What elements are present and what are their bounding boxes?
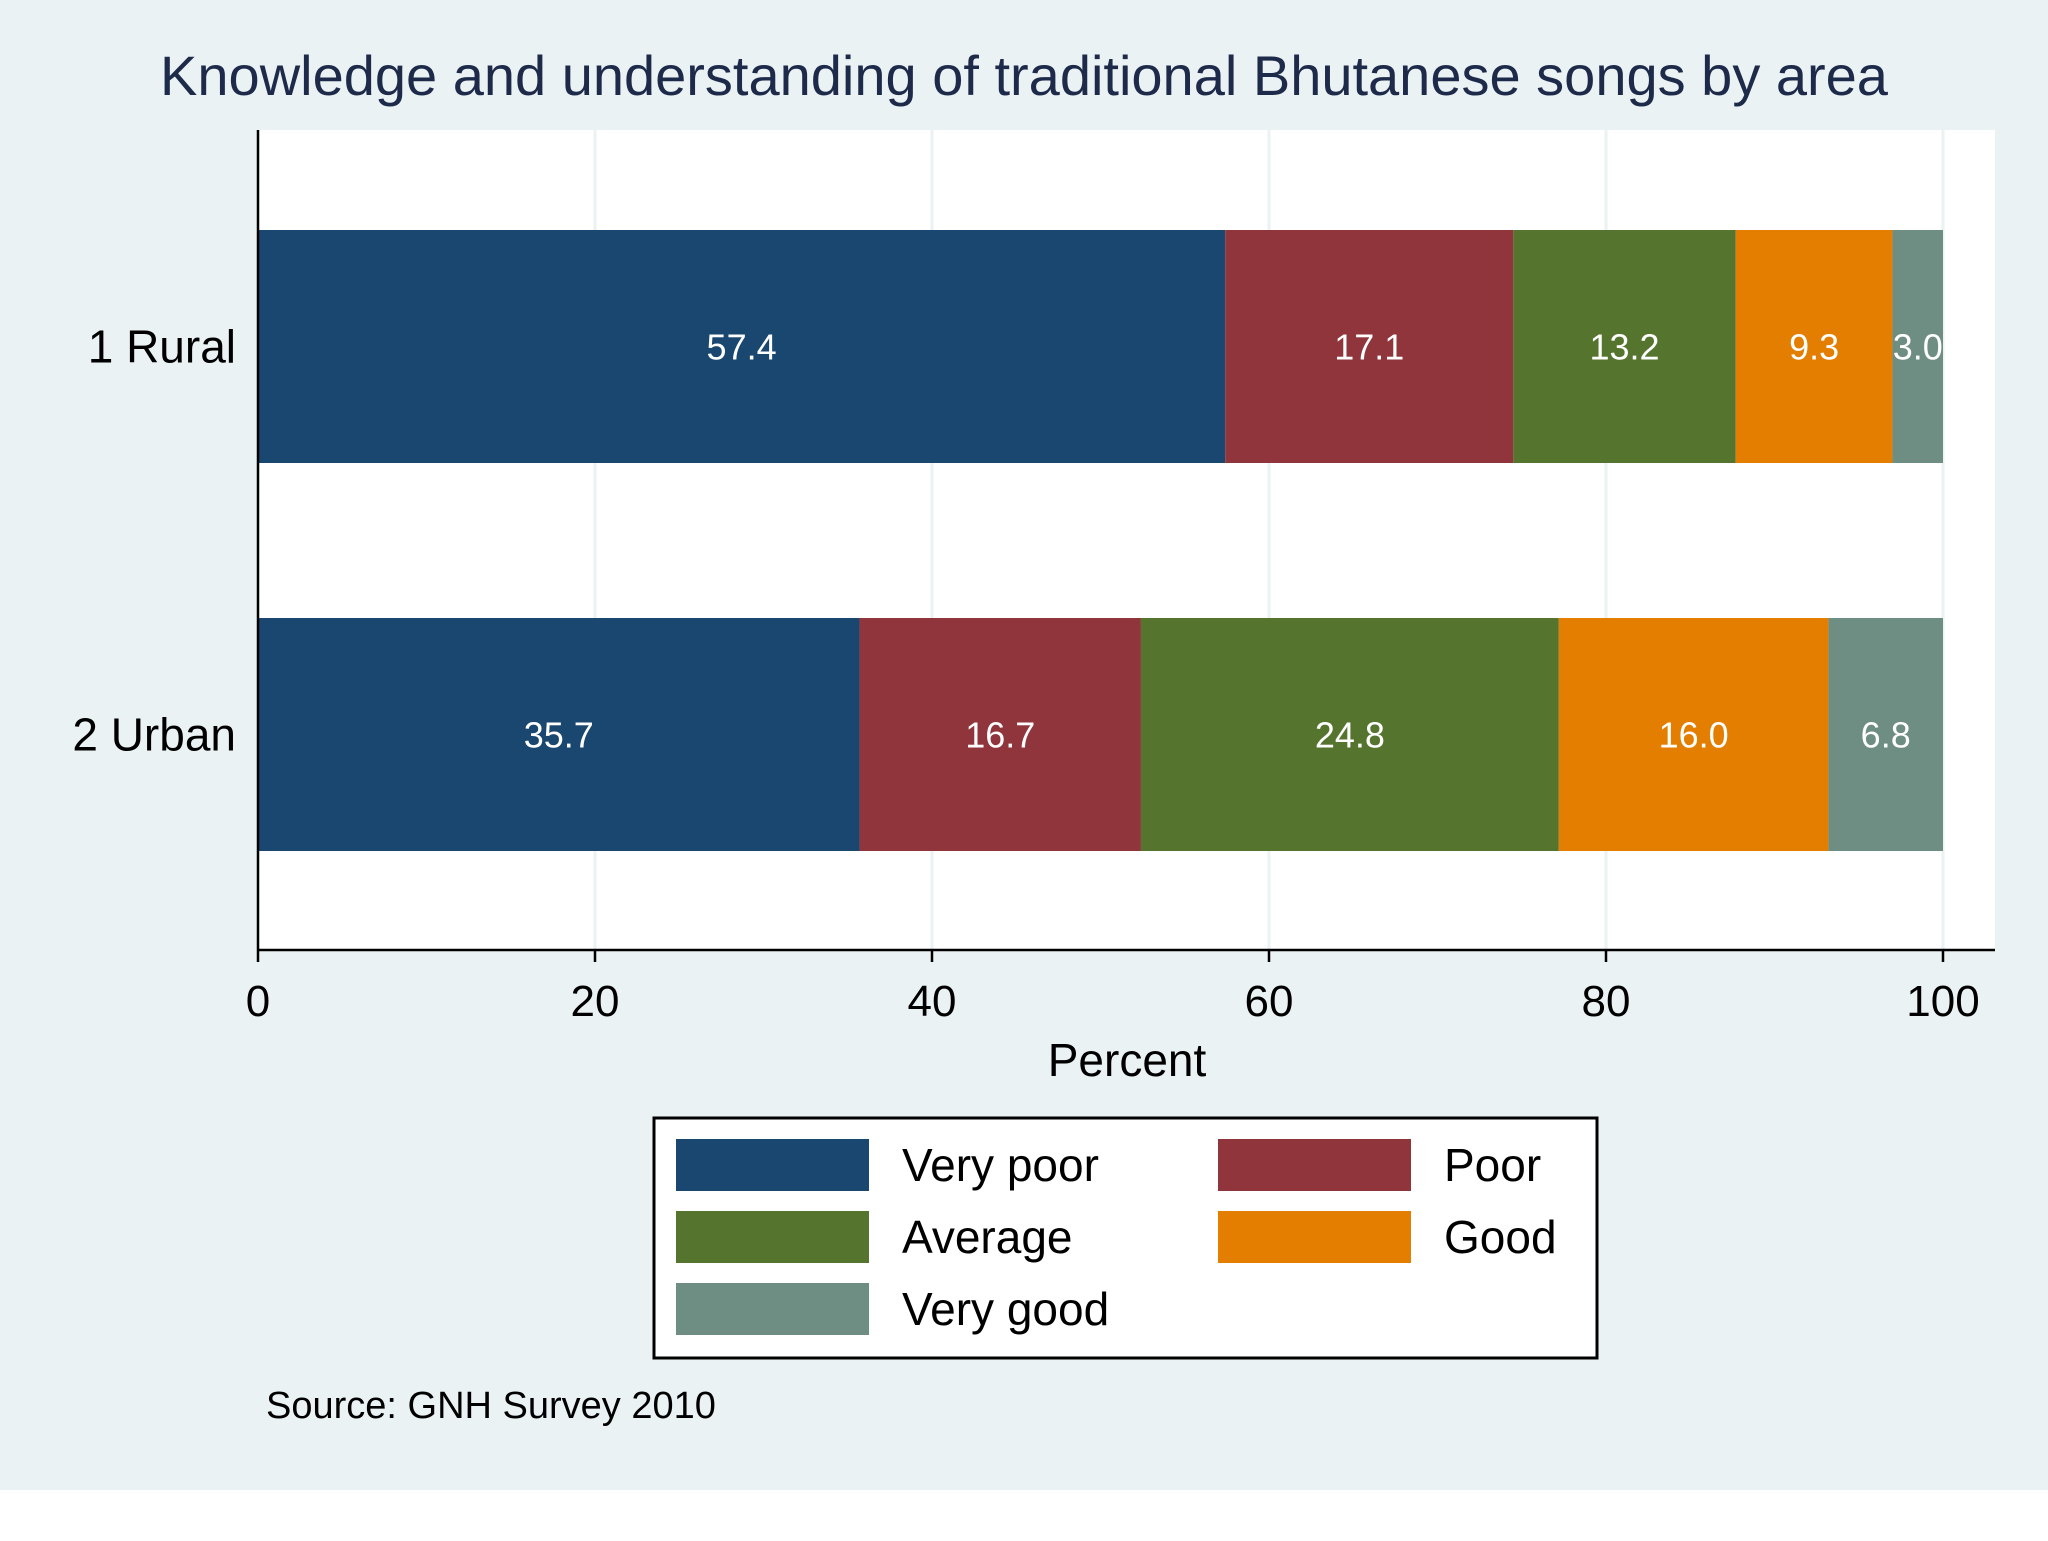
bars — [258, 230, 1943, 851]
bar-segment — [258, 618, 860, 851]
x-tick-label: 100 — [1906, 977, 1979, 1026]
bar-segment — [1225, 230, 1514, 463]
data-label: 16.0 — [1659, 715, 1729, 756]
x-tick-label: 80 — [1582, 977, 1631, 1026]
data-label: 13.2 — [1589, 327, 1659, 368]
legend-label: Very good — [902, 1283, 1109, 1335]
data-label: 35.7 — [524, 715, 594, 756]
data-label: 6.8 — [1861, 715, 1911, 756]
legend: Very poor Poor Average Good Very good — [652, 1116, 1599, 1360]
bar-segment — [1735, 230, 1893, 463]
data-label: 16.7 — [965, 715, 1035, 756]
legend-swatch — [1218, 1139, 1411, 1191]
x-tick-label: 60 — [1245, 977, 1294, 1026]
legend-swatch — [1218, 1211, 1411, 1263]
data-labels: 57.4 17.1 13.2 9.3 3.0 35.7 16.7 24.8 16.0 6.8 — [524, 327, 1943, 756]
legend-label: Average — [902, 1211, 1073, 1263]
legend-label: Very poor — [902, 1139, 1099, 1191]
x-tick-label: 40 — [908, 977, 957, 1026]
legend-label: Good — [1444, 1211, 1557, 1263]
legend-swatch — [676, 1283, 869, 1335]
chart-title: Knowledge and understanding of tradition… — [160, 44, 1889, 107]
bar-segment — [859, 618, 1141, 851]
data-label: 24.8 — [1315, 715, 1385, 756]
bar-segment — [1513, 230, 1736, 463]
x-tick-label: 0 — [246, 977, 270, 1026]
x-tick-label: 20 — [571, 977, 620, 1026]
bar-segment — [258, 230, 1226, 463]
category-label: 2 Urban — [72, 709, 236, 761]
data-label: 57.4 — [707, 327, 777, 368]
axes: 1 Rural 2 Urban 0 20 40 60 80 100 — [72, 130, 1995, 1026]
data-label: 9.3 — [1789, 327, 1839, 368]
data-label: 17.1 — [1334, 327, 1404, 368]
legend-label: Poor — [1444, 1139, 1541, 1191]
bar-segment — [1558, 618, 1829, 851]
legend-swatch — [676, 1211, 869, 1263]
bar-segment — [1140, 618, 1559, 851]
data-label: 3.0 — [1893, 327, 1943, 368]
bar-segment — [1828, 618, 1943, 851]
bar-segment — [1892, 230, 1943, 463]
source-note: Source: GNH Survey 2010 — [266, 1385, 716, 1427]
x-axis-title: Percent — [1048, 1034, 1207, 1086]
category-label: 1 Rural — [88, 321, 236, 373]
legend-swatch — [676, 1139, 869, 1191]
